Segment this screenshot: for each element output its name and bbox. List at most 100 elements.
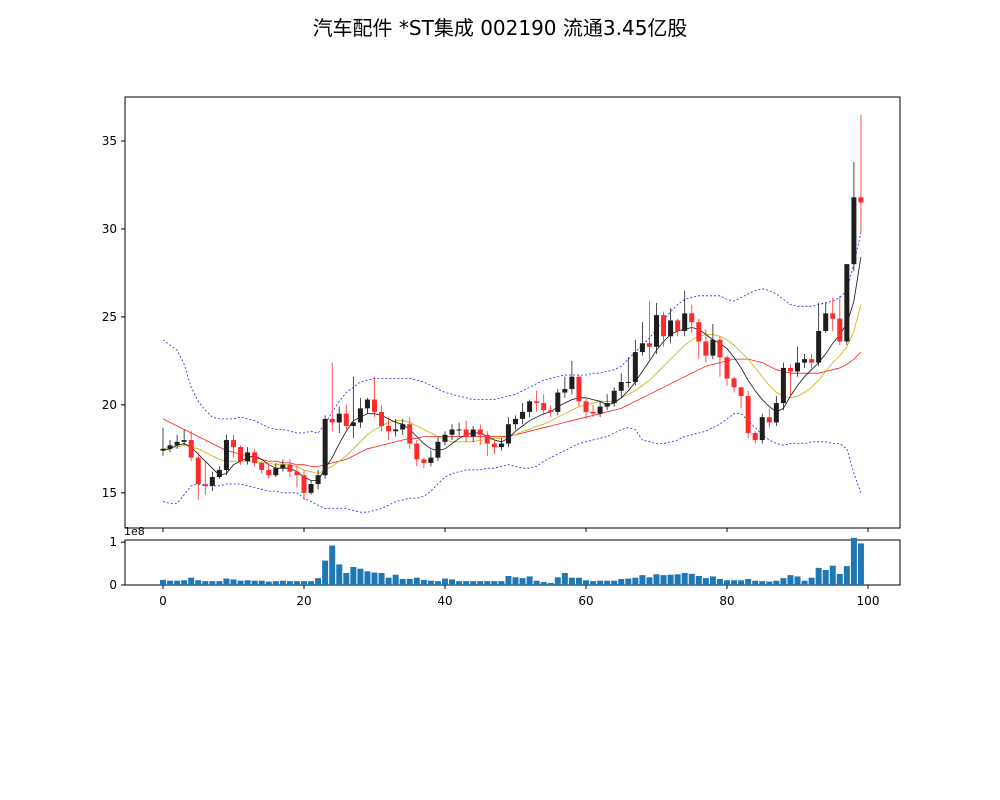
- volume-bar: [540, 582, 547, 585]
- candle-body: [717, 339, 723, 358]
- candle-body: [569, 376, 575, 390]
- volume-bar: [653, 574, 660, 585]
- candle-body: [414, 443, 420, 460]
- x-tick-label: 20: [296, 594, 311, 608]
- volume-bar: [773, 580, 780, 585]
- volume-bar: [195, 580, 202, 585]
- candle-body: [696, 322, 702, 342]
- volume-bar: [808, 577, 815, 585]
- candle-body: [513, 418, 518, 425]
- candle-body: [597, 406, 603, 414]
- candle-body: [421, 459, 427, 463]
- volume-bar: [611, 580, 618, 585]
- volume-bar: [434, 581, 441, 585]
- candle-body: [654, 315, 659, 347]
- candle-body: [238, 447, 244, 462]
- candle-body: [223, 440, 229, 470]
- candle-body: [364, 399, 370, 409]
- candle-body: [851, 197, 857, 265]
- candle-body: [738, 387, 744, 397]
- candle-body: [167, 445, 173, 449]
- candle-body: [181, 440, 187, 442]
- candle-body: [837, 318, 843, 342]
- volume-bar: [836, 573, 843, 585]
- volume-bar: [188, 577, 195, 585]
- candle-body: [731, 378, 737, 388]
- candle-body: [639, 343, 645, 353]
- volume-bar: [815, 567, 822, 585]
- candle-body: [308, 484, 314, 493]
- volume-bar: [547, 582, 554, 585]
- volume-bars: [160, 537, 864, 585]
- candle-body: [844, 264, 850, 342]
- volume-bar: [343, 573, 350, 585]
- candle-body: [689, 313, 695, 323]
- candle-body: [174, 441, 180, 446]
- volume-bar: [745, 579, 752, 585]
- candle-body: [583, 401, 589, 412]
- volume-bar: [512, 577, 519, 585]
- candle-body: [287, 464, 293, 472]
- volume-bar: [202, 581, 209, 585]
- candle-body: [428, 457, 434, 463]
- candle-body: [816, 330, 822, 363]
- candle-body: [372, 399, 377, 412]
- candle-body: [160, 448, 166, 451]
- volume-bar: [780, 578, 787, 585]
- volume-bar: [237, 580, 244, 585]
- candle-body: [463, 429, 469, 437]
- volume-bar: [660, 575, 667, 585]
- bollinger-lower-line: [162, 413, 862, 513]
- candle-body: [379, 411, 385, 426]
- volume-bar: [265, 581, 272, 585]
- candle-body: [759, 417, 765, 441]
- volume-bar: [632, 577, 639, 585]
- volume-bar: [470, 581, 477, 585]
- candle-body: [245, 452, 251, 462]
- volume-bar: [646, 577, 653, 585]
- candle-body: [195, 457, 201, 485]
- volume-bar: [590, 581, 597, 585]
- volume-bar: [688, 573, 695, 585]
- volume-bar: [385, 577, 392, 585]
- candle-body: [259, 462, 265, 470]
- moving-averages: [162, 257, 862, 481]
- volume-y-tick-label: 0: [109, 578, 117, 592]
- candle-body: [477, 429, 483, 435]
- volume-bar: [568, 577, 575, 585]
- candle-body: [766, 417, 772, 423]
- volume-bar: [167, 580, 174, 585]
- candle-body: [823, 313, 829, 331]
- volume-bar: [251, 580, 258, 585]
- volume-bar: [801, 580, 808, 585]
- volume-bar: [843, 566, 850, 585]
- volume-bar: [533, 580, 540, 585]
- volume-bar: [477, 581, 484, 585]
- volume-bar: [463, 581, 470, 585]
- volume-bar: [667, 574, 674, 585]
- candle-body: [724, 357, 730, 379]
- candle-body: [858, 197, 864, 203]
- volume-bar: [695, 576, 702, 585]
- volume-bar: [322, 560, 329, 585]
- candle-body: [520, 411, 526, 419]
- candle-body: [780, 367, 786, 404]
- volume-bar: [456, 581, 463, 585]
- volume-bar: [223, 578, 230, 585]
- volume-bar: [244, 580, 251, 585]
- volume-bar: [230, 579, 237, 585]
- candle-body: [773, 403, 779, 423]
- bollinger-bands: [162, 232, 862, 513]
- candle-body: [216, 469, 222, 477]
- x-tick-label: 100: [857, 594, 880, 608]
- candle-body: [541, 403, 547, 411]
- volume-bar: [759, 581, 766, 585]
- price-y-tick-label: 35: [102, 134, 117, 148]
- candle-body: [442, 434, 448, 442]
- candle-body: [386, 425, 392, 432]
- volume-bar: [583, 580, 589, 585]
- candle-body: [632, 352, 638, 382]
- volume-bar: [174, 580, 181, 585]
- moving-average-mid-line: [162, 304, 862, 474]
- volume-bar: [371, 572, 378, 585]
